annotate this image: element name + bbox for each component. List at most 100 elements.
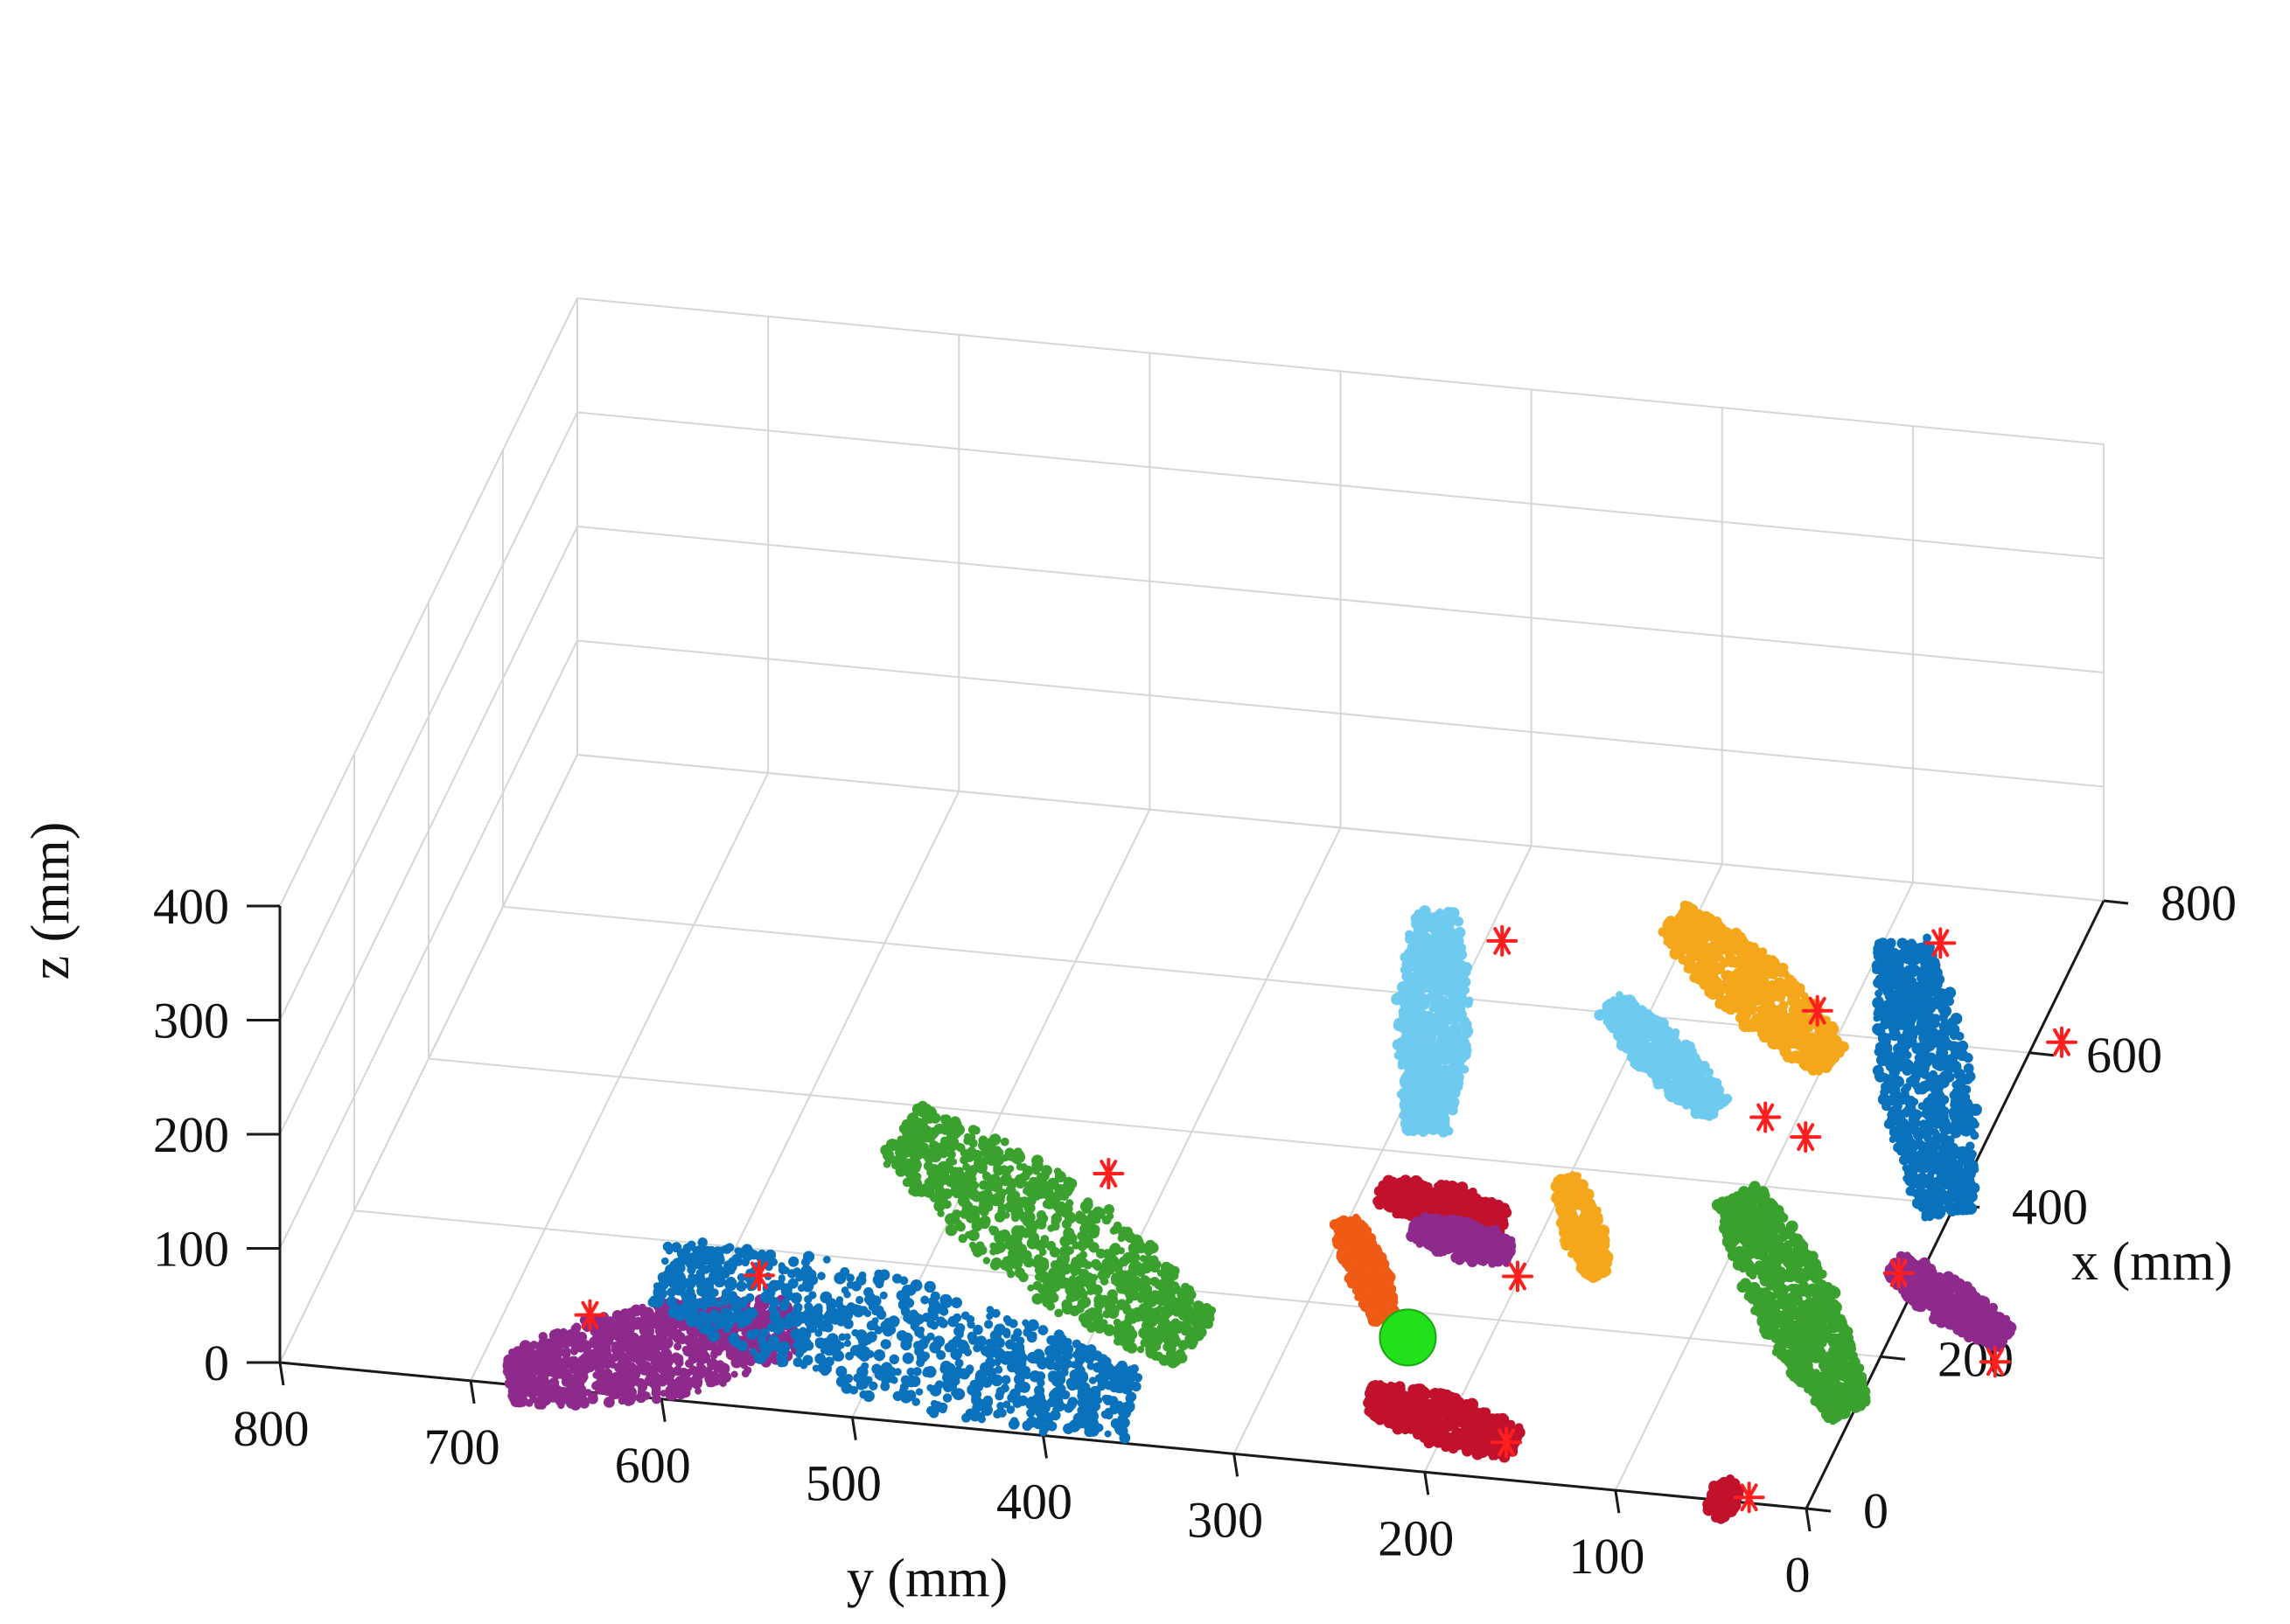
point xyxy=(730,1296,743,1308)
point xyxy=(1736,991,1747,1002)
point xyxy=(1734,972,1746,986)
point xyxy=(1456,1008,1464,1016)
point xyxy=(902,1177,912,1188)
point xyxy=(596,1374,605,1383)
y-axis-title: y (mm) xyxy=(847,1549,1008,1608)
point xyxy=(813,1312,824,1323)
point xyxy=(589,1337,600,1349)
point xyxy=(870,1322,879,1330)
point xyxy=(619,1353,632,1366)
point xyxy=(1437,1113,1450,1126)
point xyxy=(1070,1361,1078,1369)
point xyxy=(1042,1199,1051,1209)
point xyxy=(967,1229,980,1242)
point xyxy=(807,1274,819,1286)
point xyxy=(939,1402,948,1411)
point xyxy=(635,1377,646,1388)
point xyxy=(964,1349,972,1356)
point xyxy=(1633,1056,1645,1069)
point xyxy=(1399,1009,1409,1021)
point xyxy=(670,1286,680,1294)
point xyxy=(602,1368,613,1379)
point xyxy=(892,1391,903,1402)
point xyxy=(1131,1381,1142,1392)
point xyxy=(1030,1187,1042,1200)
point xyxy=(1172,1356,1179,1364)
z-tick-label: 0 xyxy=(204,1335,229,1391)
point xyxy=(969,1379,979,1389)
point xyxy=(646,1334,658,1347)
point xyxy=(802,1269,811,1277)
point xyxy=(637,1342,646,1351)
point xyxy=(1417,939,1428,951)
x-tick-label: 0 xyxy=(1863,1482,1889,1539)
point xyxy=(1737,934,1748,944)
point xyxy=(1094,1322,1106,1334)
point xyxy=(1446,910,1456,920)
point xyxy=(1673,1075,1682,1083)
point xyxy=(1435,908,1444,917)
point xyxy=(1060,1390,1071,1400)
point xyxy=(972,1126,981,1135)
point xyxy=(822,1256,831,1264)
point xyxy=(1458,1035,1468,1044)
point xyxy=(1735,961,1744,969)
point xyxy=(1125,1290,1135,1300)
point xyxy=(968,1205,981,1217)
point xyxy=(1024,1202,1036,1214)
y-tick-mark xyxy=(1423,1472,1430,1495)
point xyxy=(814,1353,827,1364)
point xyxy=(705,1366,713,1374)
point xyxy=(707,1258,716,1266)
point xyxy=(904,1390,917,1401)
point xyxy=(654,1356,664,1365)
point xyxy=(766,1295,776,1305)
point xyxy=(1062,1253,1070,1262)
point xyxy=(934,1336,944,1345)
y-tick-mark xyxy=(1042,1435,1048,1459)
point xyxy=(701,1302,709,1310)
point xyxy=(685,1286,695,1298)
point xyxy=(1637,1021,1651,1034)
point xyxy=(1104,1430,1112,1438)
point xyxy=(749,1250,759,1260)
point xyxy=(1802,1042,1811,1050)
point xyxy=(843,1319,854,1329)
point xyxy=(774,1321,785,1333)
y-tick-mark xyxy=(469,1380,476,1404)
point xyxy=(991,1257,1002,1268)
point xyxy=(1449,929,1461,941)
axis-layer: x (mm) y (mm) z (mm) 0200400600800010020… xyxy=(21,822,2237,1608)
point xyxy=(1038,1427,1048,1437)
point xyxy=(527,1353,539,1366)
point xyxy=(1424,958,1433,967)
point xyxy=(733,1341,741,1349)
floor-grid-line xyxy=(1042,827,1342,1436)
point xyxy=(1720,925,1728,934)
point xyxy=(1435,930,1445,941)
point xyxy=(1079,1258,1089,1268)
point xyxy=(710,1288,719,1297)
point xyxy=(541,1361,554,1374)
point xyxy=(914,1122,925,1132)
point xyxy=(1399,1111,1408,1120)
point xyxy=(1007,1270,1016,1279)
point xyxy=(716,1300,723,1308)
side-wall-grid-line xyxy=(279,412,578,1021)
point xyxy=(981,1404,994,1417)
point xyxy=(1092,1420,1100,1429)
point xyxy=(502,1366,513,1377)
point xyxy=(1076,1413,1088,1425)
point xyxy=(730,1370,738,1378)
point xyxy=(1442,1036,1455,1049)
point xyxy=(1623,1035,1635,1046)
point xyxy=(657,1298,665,1306)
point xyxy=(580,1355,590,1364)
point xyxy=(1706,1106,1718,1119)
point xyxy=(937,1209,945,1217)
point xyxy=(1086,1284,1094,1293)
point xyxy=(968,1139,978,1148)
point xyxy=(989,1329,1002,1342)
point xyxy=(947,1339,959,1350)
point xyxy=(1197,1307,1205,1315)
